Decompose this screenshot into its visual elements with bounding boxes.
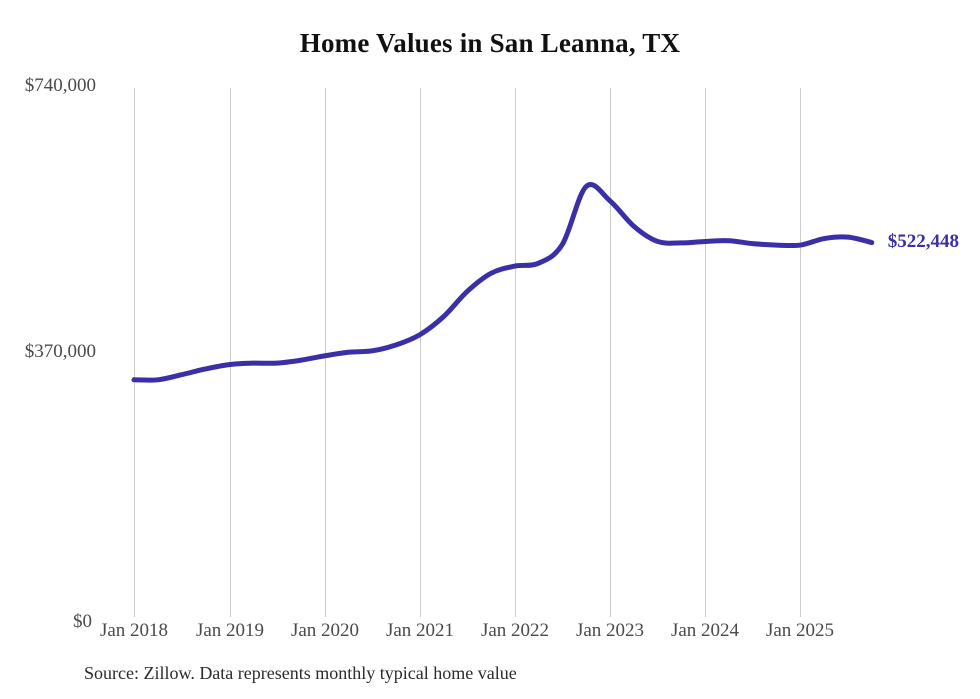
gridline-jan-2022 xyxy=(515,88,516,617)
y-axis-tick-label-0: $0 xyxy=(73,611,92,632)
x-axis-tick-label-jan-2025: Jan 2025 xyxy=(765,620,835,641)
x-axis-tick-label-jan-2024: Jan 2024 xyxy=(670,620,740,641)
y-axis-tick-label-740000: $740,000 xyxy=(24,75,96,96)
series-path xyxy=(131,182,875,383)
gridline-jan-2019 xyxy=(230,88,231,617)
gridline-jan-2025 xyxy=(800,88,801,617)
x-axis-tick-label-jan-2019: Jan 2019 xyxy=(195,620,265,641)
chart-title: Home Values in San Leanna, TX xyxy=(299,28,681,58)
x-axis-tick-label-jan-2018: Jan 2018 xyxy=(99,620,169,641)
gridline-jan-2024 xyxy=(705,88,706,617)
x-axis-tick-label-jan-2020: Jan 2020 xyxy=(290,620,360,641)
gridline-jan-2021 xyxy=(420,88,421,617)
gridline-jan-2020 xyxy=(325,88,326,617)
end-value-annotation: $522,448 xyxy=(887,230,960,252)
gridline-jan-2023 xyxy=(610,88,611,617)
x-axis-tick-label-jan-2021: Jan 2021 xyxy=(385,620,455,641)
x-axis-tick-label-jan-2023: Jan 2023 xyxy=(575,620,645,641)
y-axis-tick-label-370000: $370,000 xyxy=(24,341,96,362)
source-note: Source: Zillow. Data represents monthly … xyxy=(84,663,517,683)
gridline-jan-2018 xyxy=(134,88,135,617)
x-axis-tick-label-jan-2022: Jan 2022 xyxy=(480,620,550,641)
